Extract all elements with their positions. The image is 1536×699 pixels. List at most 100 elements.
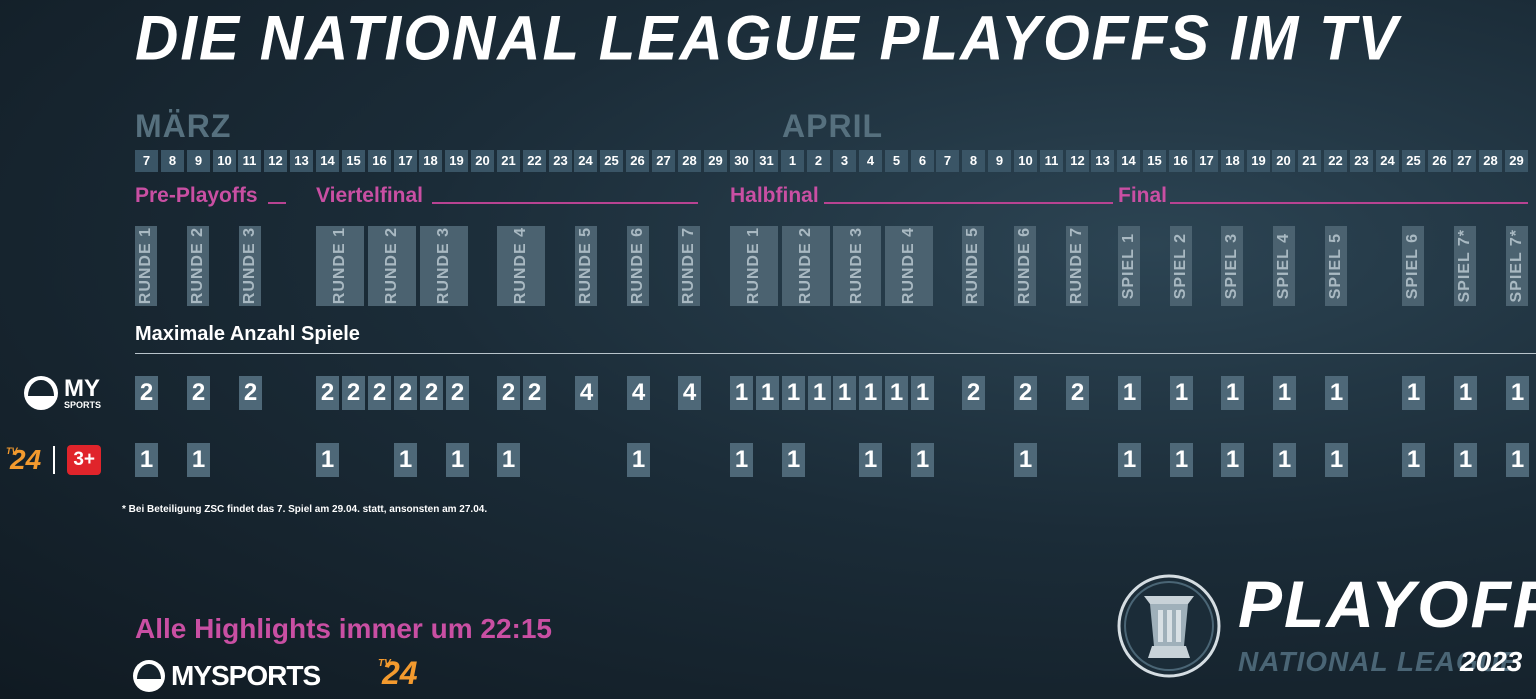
round-tile: SPIEL 4 <box>1273 226 1295 306</box>
round-tile: RUNDE 1 <box>730 226 778 306</box>
stage-label-halbfinal: Halbfinal <box>730 184 819 207</box>
round-label: RUNDE 6 <box>1016 227 1033 305</box>
day-tile: 24 <box>574 150 597 172</box>
round-tile: RUNDE 1 <box>316 226 364 306</box>
mysports-count-tile: 2 <box>497 376 520 410</box>
day-tile: 15 <box>342 150 365 172</box>
stage-line-viertelfinal <box>432 202 698 204</box>
round-label: RUNDE 4 <box>512 227 529 305</box>
tv24-count-tile: 1 <box>782 443 805 477</box>
mysports-count-tile: 2 <box>239 376 262 410</box>
day-tile: 19 <box>445 150 468 172</box>
round-label: SPIEL 7* <box>1508 229 1525 303</box>
day-tile: 9 <box>988 150 1011 172</box>
day-tile: 21 <box>497 150 520 172</box>
mysports-count-tile: 1 <box>782 376 805 410</box>
mysports-count-tile: 4 <box>627 376 650 410</box>
round-tile: SPIEL 5 <box>1325 226 1347 306</box>
round-label: SPIEL 2 <box>1172 232 1189 300</box>
day-tile: 23 <box>1350 150 1373 172</box>
tv24-count-tile: 1 <box>394 443 417 477</box>
day-tile: 29 <box>704 150 727 172</box>
round-tile: SPIEL 1 <box>1118 226 1140 306</box>
tv24-count-tile: 1 <box>1221 443 1244 477</box>
round-tile: RUNDE 2 <box>187 226 209 306</box>
day-tile: 13 <box>290 150 313 172</box>
day-tile: 8 <box>962 150 985 172</box>
round-label: SPIEL 5 <box>1327 232 1344 300</box>
day-tile: 28 <box>678 150 701 172</box>
day-tile: 22 <box>1324 150 1347 172</box>
day-tile: 25 <box>600 150 623 172</box>
day-tile: 20 <box>471 150 494 172</box>
mysports-count-tile: 1 <box>1402 376 1425 410</box>
highlights-text: Alle Highlights immer um 22:15 <box>135 613 552 644</box>
day-tile: 14 <box>316 150 339 172</box>
round-tile: SPIEL 6 <box>1402 226 1424 306</box>
round-tile: RUNDE 3 <box>420 226 468 306</box>
trophy-badge-icon <box>1117 574 1221 678</box>
day-tile: 31 <box>755 150 778 172</box>
day-tile: 19 <box>1247 150 1270 172</box>
day-tile: 2 <box>807 150 830 172</box>
day-tile: 30 <box>730 150 753 172</box>
mysports-circle-icon <box>24 376 58 410</box>
mysports-count-tile: 1 <box>911 376 934 410</box>
day-tile: 22 <box>523 150 546 172</box>
mysports-count-tile: 1 <box>808 376 831 410</box>
stage-label-viertelfinal: Viertelfinal <box>316 184 423 207</box>
round-label: SPIEL 1 <box>1120 232 1137 300</box>
stage-line-pre-playoffs <box>268 202 286 204</box>
round-label: RUNDE 3 <box>241 227 258 305</box>
tv24-count-tile: 1 <box>1454 443 1477 477</box>
round-tile: RUNDE 2 <box>368 226 416 306</box>
tv24-count-tile: 1 <box>911 443 934 477</box>
round-label: RUNDE 1 <box>137 227 154 305</box>
day-tile: 11 <box>1040 150 1063 172</box>
tv24-count-tile: 1 <box>1014 443 1037 477</box>
tv24-count-tile: 1 <box>1170 443 1193 477</box>
day-tile: 27 <box>652 150 675 172</box>
bottom-mysports-logo: MYSPORTS <box>133 660 321 692</box>
month-label-maerz: MÄRZ <box>135 108 232 144</box>
round-tile: RUNDE 3 <box>239 226 261 306</box>
day-tile: 12 <box>1066 150 1089 172</box>
tv24-logo: TV 24 <box>6 444 42 475</box>
round-label: SPIEL 3 <box>1223 232 1240 300</box>
tv24-count-tile: 1 <box>1506 443 1529 477</box>
tv24-count-tile: 1 <box>1118 443 1141 477</box>
day-tile: 10 <box>213 150 236 172</box>
round-tile: RUNDE 4 <box>885 226 933 306</box>
tv24-count-tile: 1 <box>1325 443 1348 477</box>
round-label: RUNDE 3 <box>848 227 865 305</box>
mysports-count-tile: 1 <box>1273 376 1296 410</box>
mysports-count-tile: 2 <box>316 376 339 410</box>
bottom-mysports-text: MYSPORTS <box>171 660 321 691</box>
day-tile: 21 <box>1298 150 1321 172</box>
max-games-divider <box>135 353 1536 354</box>
day-tile: 24 <box>1376 150 1399 172</box>
logo-divider <box>53 446 56 474</box>
round-label: RUNDE 2 <box>797 227 814 305</box>
day-tile: 25 <box>1402 150 1425 172</box>
tv24-3plus-logo: TV 24 3+ <box>6 444 102 476</box>
round-tile: RUNDE 4 <box>497 226 545 306</box>
day-tile: 17 <box>1195 150 1218 172</box>
day-tile: 29 <box>1505 150 1528 172</box>
day-tile: 9 <box>187 150 210 172</box>
mysports-count-tile: 2 <box>187 376 210 410</box>
round-tile: RUNDE 5 <box>575 226 597 306</box>
three-plus-logo: 3+ <box>67 445 102 475</box>
mysports-count-tile: 2 <box>368 376 391 410</box>
day-tile: 28 <box>1479 150 1502 172</box>
brand-playoffs: PLAYOFFS <box>1238 567 1536 641</box>
mysports-count-tile: 4 <box>575 376 598 410</box>
round-tile: RUNDE 5 <box>962 226 984 306</box>
mysports-count-tile: 2 <box>446 376 469 410</box>
brand-league: NATIONAL LEAGUE <box>1238 646 1520 677</box>
day-tile: 7 <box>135 150 158 172</box>
mysports-logo-line2: SPORTS <box>64 399 102 410</box>
round-label: RUNDE 1 <box>331 227 348 305</box>
round-label: RUNDE 1 <box>745 227 762 305</box>
tv24-count-tile: 1 <box>187 443 210 477</box>
